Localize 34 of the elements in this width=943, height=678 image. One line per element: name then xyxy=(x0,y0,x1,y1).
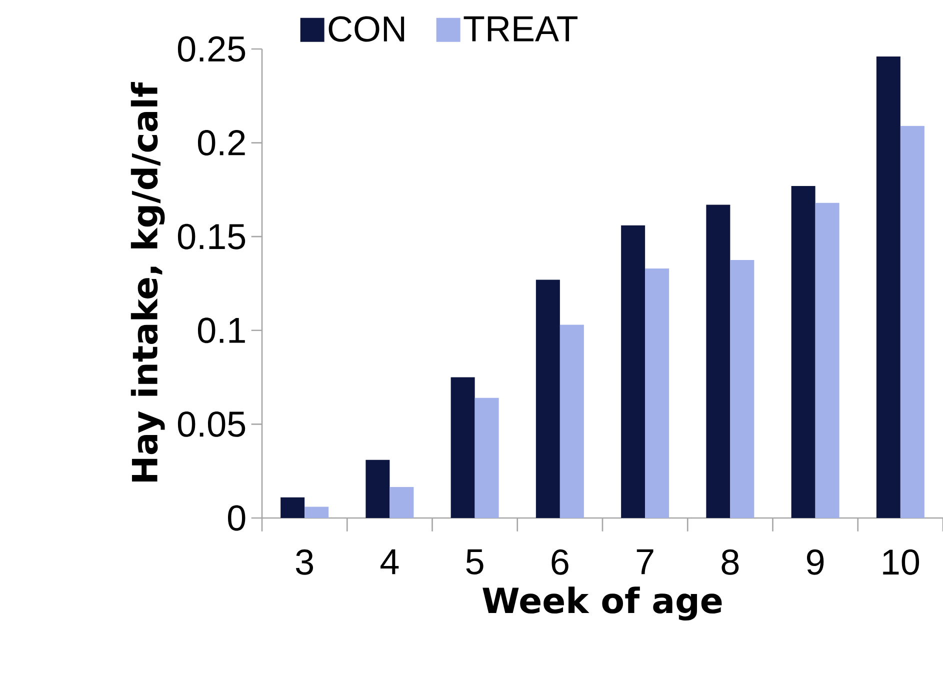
y-tick-label: 0.25 xyxy=(178,36,246,62)
y-tick-label: 0.1 xyxy=(198,318,245,344)
x-tick-label: 7 xyxy=(636,549,654,574)
bar xyxy=(304,506,329,518)
x-tick-label: 9 xyxy=(806,549,824,575)
bar xyxy=(876,56,900,518)
bar xyxy=(645,268,670,518)
bar xyxy=(536,280,560,518)
legend-label: CON xyxy=(328,16,404,42)
bar xyxy=(560,324,584,518)
y-tick-label: 0 xyxy=(228,505,246,531)
x-tick-label: 8 xyxy=(722,549,739,575)
x-axis-title: Week of age xyxy=(482,586,722,620)
x-tick-label: 5 xyxy=(466,549,484,574)
y-tick-label: 0.15 xyxy=(178,224,246,250)
bar xyxy=(815,202,840,518)
y-tick-label: 0.05 xyxy=(178,411,246,437)
y-axis-title: Hay intake, kg/d/calf xyxy=(130,82,165,482)
x-tick-label: 10 xyxy=(883,549,920,575)
bar xyxy=(900,126,924,518)
bar xyxy=(280,497,305,518)
x-tick-label: 3 xyxy=(296,549,313,575)
y-tick-label: 0.2 xyxy=(198,130,245,156)
bar xyxy=(474,398,499,518)
bar xyxy=(450,377,475,518)
legend-label: TREAT xyxy=(464,16,578,42)
bar xyxy=(791,186,816,518)
x-tick-label: 4 xyxy=(380,549,399,574)
bar xyxy=(366,460,390,518)
x-tick-label: 6 xyxy=(552,549,568,575)
bar xyxy=(730,260,754,518)
bar xyxy=(706,204,730,518)
bar xyxy=(621,225,646,518)
bar xyxy=(390,487,414,518)
